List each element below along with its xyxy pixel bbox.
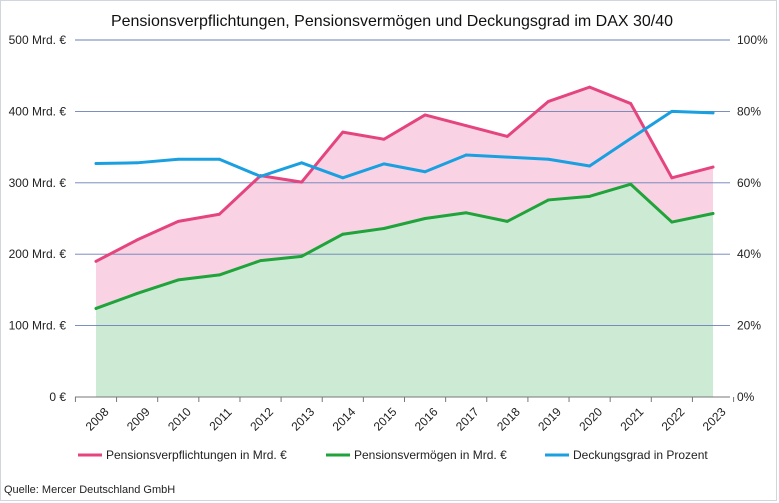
data-point [341, 130, 345, 134]
x-tick-label: 2014 [330, 405, 359, 434]
data-point [135, 238, 139, 242]
x-tick-label: 2016 [412, 405, 441, 434]
data-point [464, 153, 468, 157]
area-pensionsvermoegen [96, 184, 713, 397]
series-line-2 [94, 109, 715, 180]
x-tick-label: 2022 [659, 405, 688, 434]
data-point [670, 176, 674, 180]
data-point [218, 157, 221, 161]
x-tick-label: 2017 [453, 405, 482, 434]
x-tick-label: 2013 [288, 405, 317, 434]
y-axis-left: 0 € 100 Mrd. € 200 Mrd. € 300 Mrd. € 400 Mrd… [9, 33, 67, 404]
x-tick-label: 2015 [371, 405, 400, 434]
series-lines [94, 85, 715, 310]
data-point [629, 137, 633, 140]
y-right-tick-label: 40% [737, 247, 761, 261]
data-point [423, 217, 427, 220]
series-line-0 [94, 85, 715, 263]
x-tick-label: 2008 [83, 405, 112, 434]
data-point [629, 102, 633, 105]
x-tick-label: 2009 [124, 405, 153, 434]
data-point [135, 161, 139, 165]
data-point [341, 176, 345, 180]
x-tick-label: 2019 [535, 405, 564, 434]
data-point [629, 182, 633, 186]
legend: Pensionsverpflichtungen in Mrd. € Pension… [78, 448, 708, 462]
data-point [176, 278, 180, 282]
data-point [505, 134, 509, 138]
source-note: Quelle: Mercer Deutschland GmbH [4, 484, 176, 496]
y-left-tick-label: 400 Mrd. € [9, 104, 67, 118]
x-tick-label: 2010 [165, 405, 194, 434]
y-right-tick-label: 80% [737, 104, 761, 118]
area-pensionsverpflichtungen [96, 87, 713, 309]
series-line-1 [94, 182, 715, 310]
data-point [94, 307, 98, 310]
legend-label-1: Pensionsvermögen in Mrd. € [354, 448, 507, 462]
y-right-tick-label: 100% [737, 33, 768, 47]
data-point [711, 212, 715, 215]
y-left-tick-label: 200 Mrd. € [9, 247, 67, 261]
y-axis-right: 0% 20% 40% 60% 80% 100% [737, 33, 768, 404]
data-point [382, 137, 386, 141]
data-point [341, 232, 345, 236]
data-point [94, 162, 98, 165]
data-point [382, 227, 386, 230]
data-point [218, 212, 221, 216]
data-point [300, 254, 304, 258]
x-tick-label: 2011 [206, 405, 234, 433]
y-left-tick-label: 500 Mrd. € [9, 33, 67, 47]
x-axis: 2008 2009 2010 2011 2012 2013 2014 2015 2016 2017… [74, 397, 735, 434]
data-point [176, 157, 180, 161]
y-right-tick-label: 60% [737, 176, 761, 190]
x-tick-label: 2021 [618, 405, 647, 434]
y-left-tick-label: 100 Mrd. € [9, 319, 67, 333]
area-fills [96, 87, 713, 397]
data-point [382, 162, 386, 166]
data-point [176, 219, 180, 223]
data-point [547, 198, 550, 202]
data-point [711, 165, 715, 169]
y-left-tick-label: 0 € [49, 390, 66, 404]
y-left-tick-label: 300 Mrd. € [9, 176, 67, 190]
y-right-tick-label: 20% [737, 319, 761, 333]
y-right-tick-label: 0% [737, 390, 755, 404]
data-point [505, 155, 509, 159]
x-tick-label: 2018 [494, 405, 523, 434]
data-point [670, 220, 674, 224]
data-point [505, 219, 509, 223]
data-point [423, 113, 427, 117]
data-point [218, 273, 221, 277]
data-point [259, 174, 262, 178]
chart-title: Pensionsverpflichtungen, Pensionsvermöge… [111, 13, 673, 30]
x-tick-label: 2023 [700, 405, 729, 434]
data-point [135, 292, 139, 295]
data-point [94, 259, 98, 263]
x-tick-label: 2020 [576, 405, 605, 434]
data-point [464, 211, 468, 215]
legend-label-2: Deckungsgrad in Prozent [573, 448, 708, 462]
data-point [711, 111, 715, 115]
data-point [670, 110, 674, 113]
data-point [423, 170, 427, 174]
data-point [588, 164, 591, 168]
data-point [300, 180, 304, 184]
data-point [259, 259, 262, 263]
data-point [588, 194, 591, 198]
data-point [547, 100, 550, 103]
legend-label-0: Pensionsverpflichtungen in Mrd. € [106, 448, 287, 462]
data-point [547, 157, 550, 161]
data-point [464, 124, 468, 128]
gridlines [75, 39, 730, 398]
data-point [588, 85, 591, 89]
data-point [300, 161, 304, 165]
x-tick-label: 2012 [247, 405, 276, 434]
